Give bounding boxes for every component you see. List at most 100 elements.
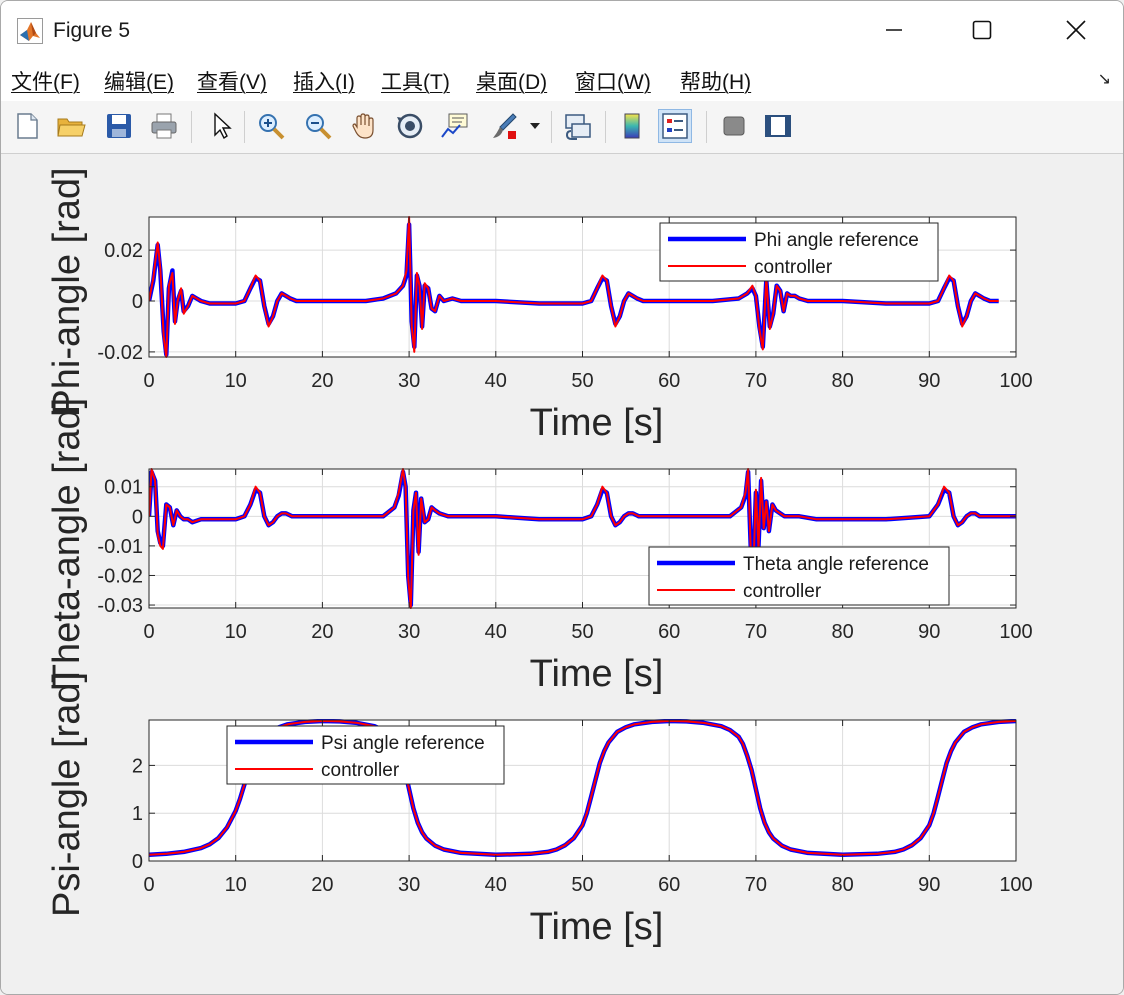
rotate-3d-icon[interactable] bbox=[393, 109, 427, 143]
legend-label: controller bbox=[754, 257, 833, 278]
menu-edit[interactable]: 编辑(E) bbox=[104, 71, 174, 94]
x-axis-label: Time [s] bbox=[530, 653, 664, 695]
new-figure-icon[interactable] bbox=[10, 109, 44, 143]
x-tick-label: 50 bbox=[571, 874, 593, 896]
x-tick-label: 70 bbox=[745, 621, 767, 643]
save-icon[interactable] bbox=[102, 109, 136, 143]
x-tick-label: 50 bbox=[571, 370, 593, 392]
toolbar-separator bbox=[706, 111, 707, 143]
legend-label: Phi angle reference bbox=[754, 230, 919, 251]
x-tick-label: 50 bbox=[571, 621, 593, 643]
data-cursor-icon[interactable] bbox=[438, 109, 472, 143]
y-tick-label: 1 bbox=[132, 803, 143, 825]
menu-file[interactable]: 文件(F) bbox=[11, 71, 80, 94]
x-tick-label: 30 bbox=[398, 621, 420, 643]
legend-label: controller bbox=[321, 760, 400, 781]
legend-label: controller bbox=[743, 581, 822, 602]
x-tick-label: 0 bbox=[143, 621, 154, 643]
minimize-button[interactable] bbox=[871, 1, 917, 59]
x-tick-label: 100 bbox=[999, 370, 1032, 392]
matlab-logo-icon bbox=[17, 18, 43, 44]
toolbar-separator bbox=[551, 111, 552, 143]
legend-box bbox=[648, 546, 950, 606]
y-tick-label: 0.01 bbox=[104, 477, 143, 499]
figure-toolbar bbox=[1, 101, 1123, 154]
x-tick-label: 40 bbox=[485, 874, 507, 896]
dock-arrow-icon[interactable]: ↘ bbox=[1097, 71, 1111, 88]
toolbar-separator bbox=[605, 111, 606, 143]
link-plot-icon[interactable] bbox=[561, 109, 595, 143]
y-tick-label: 0.02 bbox=[104, 240, 143, 262]
legend-label: Theta angle reference bbox=[743, 554, 929, 575]
toolbar-separator bbox=[244, 111, 245, 143]
x-tick-label: 40 bbox=[485, 370, 507, 392]
menu-insert[interactable]: 插入(I) bbox=[293, 71, 355, 94]
y-tick-label: 0 bbox=[132, 851, 143, 873]
x-tick-label: 30 bbox=[398, 370, 420, 392]
x-tick-label: 20 bbox=[311, 370, 333, 392]
legend: Phi angle reference controller bbox=[659, 222, 939, 282]
hide-plot-tools-icon[interactable] bbox=[717, 109, 751, 143]
y-tick-label: 0 bbox=[132, 506, 143, 528]
legend: Psi angle reference controller bbox=[226, 725, 505, 785]
x-tick-label: 100 bbox=[999, 874, 1032, 896]
x-tick-label: 60 bbox=[658, 621, 680, 643]
menu-desktop[interactable]: 桌面(D) bbox=[476, 71, 548, 94]
toolbar-separator bbox=[191, 111, 192, 143]
legend-icon[interactable] bbox=[658, 109, 692, 143]
x-tick-label: 70 bbox=[745, 874, 767, 896]
y-tick-label: -0.02 bbox=[97, 565, 143, 587]
y-tick-label: 0 bbox=[132, 291, 143, 313]
close-button[interactable] bbox=[1053, 1, 1099, 59]
show-plot-tools-icon[interactable] bbox=[761, 109, 795, 143]
x-tick-label: 80 bbox=[831, 370, 853, 392]
x-tick-label: 70 bbox=[745, 370, 767, 392]
x-tick-label: 40 bbox=[485, 621, 507, 643]
close-icon bbox=[1066, 20, 1086, 40]
legend: Theta angle reference controller bbox=[648, 546, 950, 606]
x-tick-label: 90 bbox=[918, 370, 940, 392]
zoom-in-icon[interactable] bbox=[254, 109, 288, 143]
pan-hand-icon[interactable] bbox=[347, 109, 381, 143]
x-tick-label: 20 bbox=[311, 874, 333, 896]
pointer-icon[interactable] bbox=[204, 109, 238, 143]
x-tick-label: 60 bbox=[658, 370, 680, 392]
menu-window[interactable]: 窗口(W) bbox=[575, 71, 651, 94]
menu-tools[interactable]: 工具(T) bbox=[381, 71, 450, 94]
brush-icon[interactable] bbox=[487, 109, 521, 143]
series-line-controller bbox=[149, 216, 999, 358]
open-folder-icon[interactable] bbox=[54, 109, 88, 143]
menu-view[interactable]: 查看(V) bbox=[197, 71, 267, 94]
print-icon[interactable] bbox=[147, 109, 181, 143]
x-tick-label: 10 bbox=[225, 874, 247, 896]
axes-2: 0 10 20 30 40 50 60 70 80 90 100 0.01 0 -0.01 -0.02 -0.… bbox=[46, 398, 1033, 695]
window-title: Figure 5 bbox=[53, 19, 131, 42]
minimize-icon bbox=[886, 29, 902, 31]
zoom-out-icon[interactable] bbox=[301, 109, 335, 143]
y-tick-label: -0.03 bbox=[97, 595, 143, 617]
x-tick-label: 30 bbox=[398, 874, 420, 896]
x-tick-label: 0 bbox=[143, 874, 154, 896]
title-bar: Figure 5 bbox=[1, 1, 1123, 59]
x-axis-label: Time [s] bbox=[530, 402, 664, 444]
x-tick-label: 20 bbox=[311, 621, 333, 643]
brush-dropdown-icon[interactable] bbox=[525, 109, 545, 143]
y-tick-label: -0.02 bbox=[97, 342, 143, 364]
colorbar-icon[interactable] bbox=[615, 109, 649, 143]
maximize-icon bbox=[972, 20, 992, 40]
figure-canvas: 0 10 20 30 40 50 60 70 80 90 100 0.02 0 -0.02 Time [s]… bbox=[1, 154, 1123, 994]
legend-label: Psi angle reference bbox=[321, 733, 485, 754]
series-line-controller bbox=[149, 468, 1016, 609]
x-tick-label: 0 bbox=[143, 370, 154, 392]
x-tick-label: 90 bbox=[918, 874, 940, 896]
y-axis-label: Phi-angle [rad] bbox=[46, 167, 88, 414]
x-tick-label: 80 bbox=[831, 621, 853, 643]
legend-box bbox=[226, 725, 505, 785]
menu-help[interactable]: 帮助(H) bbox=[680, 71, 752, 94]
y-tick-label: -0.01 bbox=[97, 536, 143, 558]
x-tick-label: 90 bbox=[918, 621, 940, 643]
maximize-button[interactable] bbox=[959, 1, 1005, 59]
